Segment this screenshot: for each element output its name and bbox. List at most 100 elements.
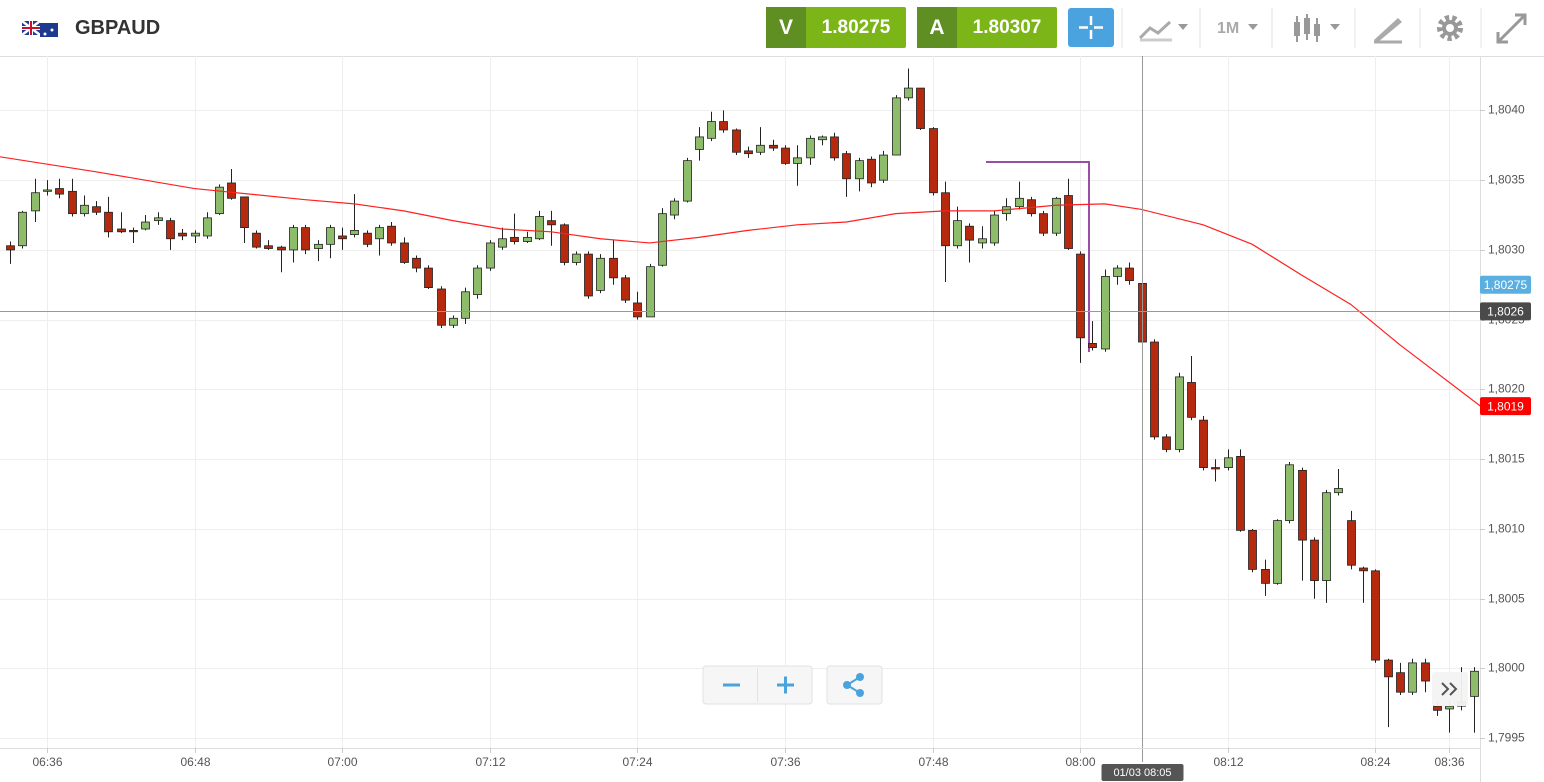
candle-body	[990, 214, 999, 244]
candle-body	[892, 97, 901, 156]
candle-body	[904, 87, 913, 99]
candle-body	[781, 147, 790, 164]
candle-body	[375, 227, 384, 240]
x-tick-label: 06:48	[180, 755, 210, 769]
x-tick-label: 07:48	[918, 755, 948, 769]
candle-body	[1015, 197, 1024, 208]
candle-body	[535, 216, 544, 240]
candle-body	[141, 221, 150, 230]
candle-body	[867, 158, 876, 184]
candle-body	[707, 121, 716, 139]
zoom-in-button[interactable]	[777, 676, 794, 694]
candle-body	[510, 236, 519, 242]
candle-body	[117, 228, 126, 233]
sell-label: V	[766, 7, 806, 48]
candle-body	[387, 225, 396, 244]
candle-body	[584, 253, 593, 297]
candle-body	[473, 267, 482, 295]
candle-body	[941, 192, 950, 247]
x-tick-label: 07:00	[327, 755, 357, 769]
candle-body	[1150, 341, 1159, 438]
candle-body	[1322, 492, 1331, 581]
timeframe-button[interactable]: 1M	[1217, 20, 1258, 37]
candle-body	[326, 227, 335, 245]
crosshair-price-badge	[1480, 302, 1531, 321]
candle-body	[363, 232, 372, 245]
crosshair-time-badge	[1101, 764, 1184, 781]
candle-body	[1236, 456, 1245, 531]
moving-average	[0, 156, 1480, 407]
drawn-line	[986, 161, 1090, 352]
timeframe: 1M	[1217, 20, 1239, 37]
candle-body	[350, 229, 359, 235]
candle-body	[1421, 662, 1430, 682]
candle-body	[978, 238, 987, 244]
candle-body	[1211, 467, 1220, 470]
y-tick-label: 1,7995	[1488, 731, 1525, 745]
plot-area	[0, 68, 1480, 733]
candle-body	[154, 217, 163, 222]
flag-icon	[22, 20, 58, 37]
y-tick-label: 1,8000	[1488, 661, 1525, 675]
indicator-button[interactable]	[1138, 20, 1188, 42]
last-price-badge	[1480, 275, 1531, 294]
candle-body	[486, 242, 495, 269]
candle-body	[670, 200, 679, 216]
candle-body	[43, 189, 52, 192]
candle-body	[1064, 195, 1073, 249]
candle-body	[1334, 488, 1343, 494]
candle-body	[621, 277, 630, 301]
candle-body	[560, 224, 569, 263]
sell-price: 1.80275	[821, 17, 891, 38]
buy-button[interactable]: A 1.80307	[917, 7, 1057, 48]
candle-body	[449, 317, 458, 326]
candle-body	[756, 144, 765, 153]
candle-body	[793, 157, 802, 164]
scroll-to-end-button[interactable]	[1432, 672, 1468, 706]
chart-type-button[interactable]	[1294, 14, 1340, 42]
candle-body	[929, 128, 938, 194]
crosshair-price-label: 1,8026	[1487, 304, 1524, 318]
sell-button[interactable]: V 1.80275	[766, 7, 906, 48]
candle-body	[916, 87, 925, 129]
candle-body	[461, 291, 470, 319]
candle-body	[412, 257, 421, 269]
symbol: GBPAUD	[75, 17, 161, 39]
candle-body	[338, 235, 347, 240]
candle-body	[879, 154, 888, 181]
candle-body	[498, 238, 507, 248]
share-button[interactable]	[843, 673, 864, 697]
candle-body	[965, 225, 974, 241]
candle-body	[572, 253, 581, 263]
crosshair-button[interactable]	[1068, 8, 1114, 47]
candle-body	[1310, 539, 1319, 581]
candle-body	[1088, 343, 1097, 348]
x-tick-label: 08:24	[1360, 755, 1390, 769]
candle-body	[203, 217, 212, 237]
y-tick-label: 1,8015	[1488, 452, 1525, 466]
candle-body	[744, 150, 753, 155]
y-tick-label: 1,8005	[1488, 592, 1525, 606]
settings-button[interactable]	[1437, 15, 1463, 41]
drawing-button[interactable]	[1374, 18, 1402, 44]
candle-body	[547, 220, 556, 226]
candle-body	[18, 211, 27, 247]
candle-body	[92, 206, 101, 213]
candle-body	[289, 227, 298, 251]
candle-body	[1039, 213, 1048, 234]
candle-body	[31, 192, 40, 212]
candle-body	[769, 144, 778, 149]
buy-label: A	[917, 7, 957, 48]
crosshair-time: 01/03 08:05	[1113, 767, 1171, 779]
candle-body	[646, 266, 655, 318]
overlay	[0, 56, 1480, 762]
fullscreen-button[interactable]	[1496, 13, 1527, 44]
candle-body	[1101, 276, 1110, 350]
candle-body	[227, 182, 236, 199]
candle-body	[855, 160, 864, 180]
candle-body	[842, 153, 851, 180]
grid	[0, 56, 1480, 748]
last-price-label: 1,80275	[1484, 278, 1528, 292]
zoom-controls	[702, 665, 883, 705]
candle-body	[806, 137, 815, 159]
